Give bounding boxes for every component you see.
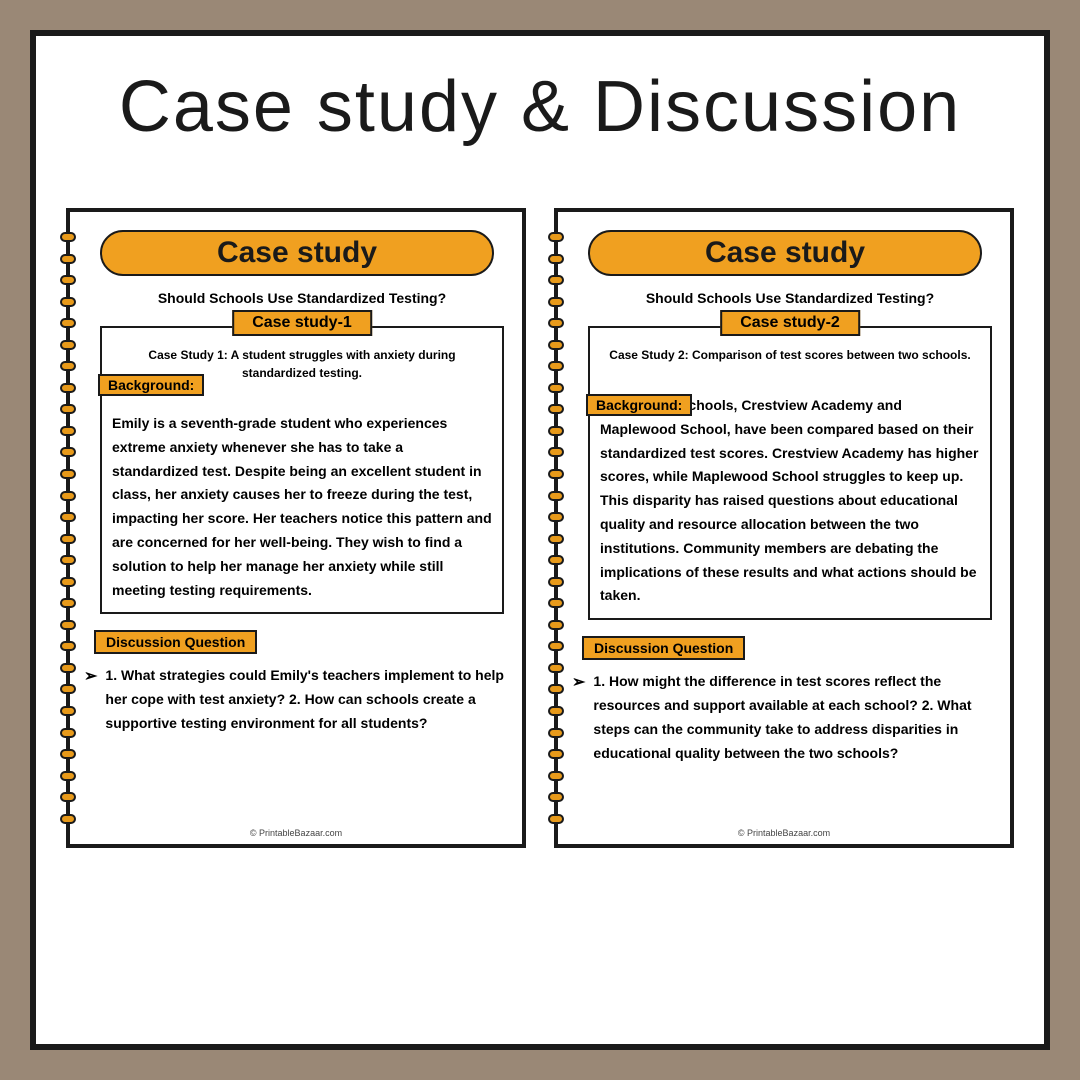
- outer-frame: Case study & Discussion Case study Shoul…: [30, 30, 1050, 1050]
- card-footer: © PrintableBazaar.com: [558, 828, 1010, 838]
- card-header-text: Case study: [705, 236, 865, 269]
- question-row: ➢ 1. How might the difference in test sc…: [572, 670, 992, 765]
- case-tab: Case study-2: [720, 310, 860, 336]
- card-footer: © PrintableBazaar.com: [70, 828, 522, 838]
- discussion-tab: Discussion Question: [582, 636, 745, 660]
- case-tab: Case study-1: [232, 310, 372, 336]
- bullet-icon: ➢: [572, 672, 585, 692]
- case-card-1: Case study Should Schools Use Standardiz…: [66, 208, 526, 848]
- main-title: Case study & Discussion: [119, 66, 961, 148]
- question-row: ➢ 1. What strategies could Emily's teach…: [84, 664, 504, 735]
- case-card-2: Case study Should Schools Use Standardiz…: [554, 208, 1014, 848]
- case-intro: Case Study 2: Comparison of test scores …: [600, 346, 980, 364]
- question-text: 1. How might the difference in test scor…: [593, 670, 992, 765]
- bullet-icon: ➢: [84, 666, 97, 686]
- question-text: 1. What strategies could Emily's teacher…: [105, 664, 504, 735]
- background-tab: Background:: [98, 374, 204, 396]
- background-tab: Background:: [586, 394, 692, 416]
- card-subtitle: Should Schools Use Standardized Testing?: [100, 290, 504, 306]
- discussion-tab: Discussion Question: [94, 630, 257, 654]
- spiral-binding: [60, 232, 78, 824]
- card-subtitle: Should Schools Use Standardized Testing?: [588, 290, 992, 306]
- spiral-binding: [548, 232, 566, 824]
- case-box: Case study-1 Case Study 1: A student str…: [100, 326, 504, 614]
- card-header-pill: Case study: [588, 230, 982, 276]
- card-header-text: Case study: [217, 236, 377, 269]
- case-body: Emily is a seventh-grade student who exp…: [112, 412, 492, 602]
- card-header-pill: Case study: [100, 230, 494, 276]
- cards-row: Case study Should Schools Use Standardiz…: [56, 208, 1024, 848]
- case-box: Case study-2 Case Study 2: Comparison of…: [588, 326, 992, 620]
- case-body: Two nearby schools, Crestview Academy an…: [600, 394, 980, 608]
